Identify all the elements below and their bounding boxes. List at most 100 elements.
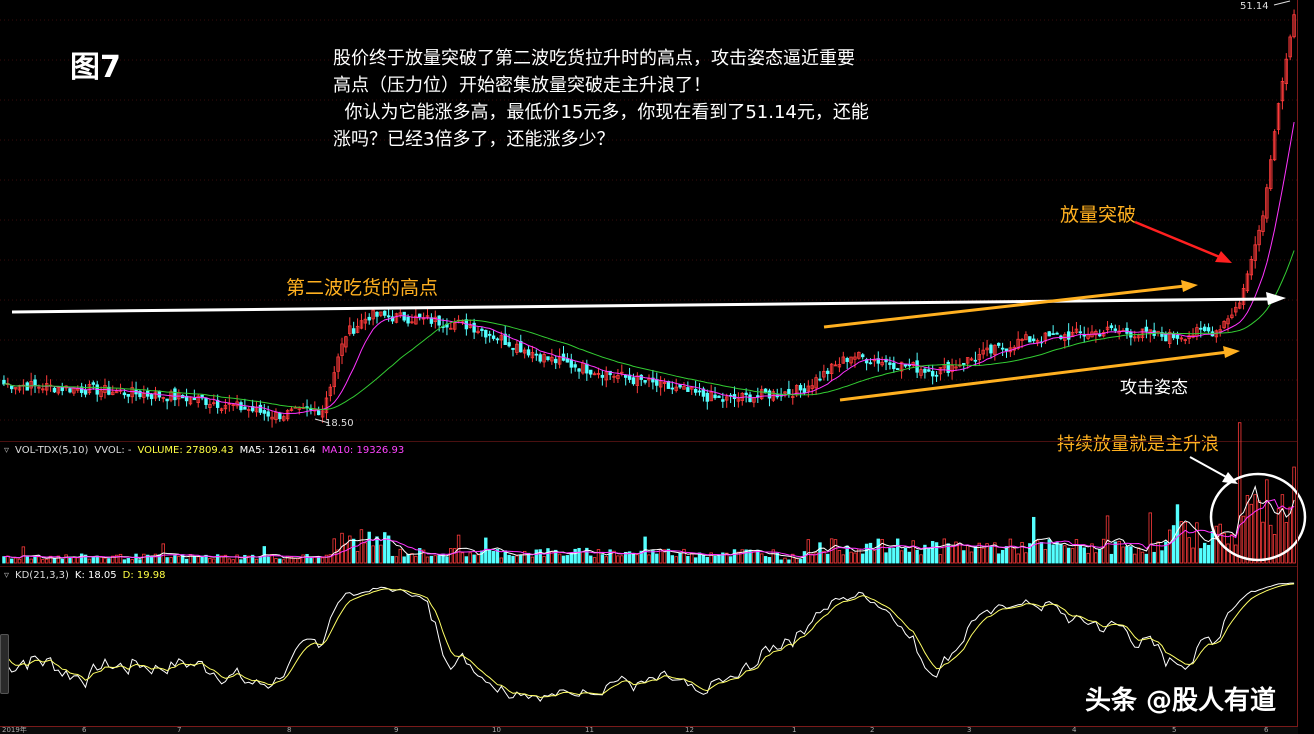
candle bbox=[1179, 335, 1184, 342]
volume-bar bbox=[13, 557, 18, 564]
breakout-arrow-line bbox=[1134, 220, 1223, 260]
resistance-arrowhead bbox=[1266, 292, 1286, 305]
volume-bar bbox=[72, 557, 76, 564]
candle bbox=[550, 348, 554, 365]
candle bbox=[1109, 323, 1114, 331]
candle-body bbox=[585, 363, 589, 374]
volume-bar bbox=[453, 548, 457, 564]
volume-bar bbox=[223, 554, 228, 564]
candle-body bbox=[837, 364, 842, 368]
kd-panel[interactable]: ▿ KD(21,3,3) K: 18.05 D: 19.98 头条 @股人有道 bbox=[0, 566, 1298, 727]
indicator-dropdown-icon[interactable]: ▿ bbox=[4, 445, 10, 456]
candle bbox=[91, 380, 96, 390]
candle bbox=[969, 356, 974, 361]
candle bbox=[826, 367, 830, 381]
volume-bar bbox=[64, 554, 68, 564]
candle bbox=[52, 386, 57, 393]
volume-bar bbox=[177, 555, 181, 564]
candle-body bbox=[1105, 326, 1110, 331]
volume-bar bbox=[274, 558, 278, 564]
candle-body bbox=[1276, 103, 1281, 130]
volume-bar bbox=[837, 550, 842, 564]
volume-bar bbox=[736, 551, 741, 564]
candle bbox=[744, 388, 748, 403]
candle bbox=[1292, 9, 1296, 39]
volume-bar bbox=[1043, 549, 1048, 564]
candle bbox=[398, 309, 403, 319]
volume-bar bbox=[1024, 552, 1028, 564]
date-tick: 4 bbox=[1072, 726, 1077, 734]
volume-bar bbox=[301, 554, 305, 564]
candle-body bbox=[204, 397, 208, 405]
candle bbox=[126, 394, 130, 404]
candle-body bbox=[1164, 333, 1168, 342]
candle-body bbox=[705, 392, 709, 402]
candle-body bbox=[437, 315, 441, 326]
volume-bar bbox=[693, 557, 698, 564]
candle-body bbox=[44, 383, 49, 391]
candle-body bbox=[713, 394, 717, 399]
annotation-second-wave-high: 第二波吃货的高点 bbox=[286, 277, 439, 299]
volume-bar bbox=[721, 552, 725, 564]
candle-body bbox=[289, 408, 294, 412]
candle bbox=[962, 362, 966, 372]
vertical-scrollbar[interactable] bbox=[0, 634, 9, 694]
candle bbox=[1028, 336, 1032, 343]
candle-body bbox=[841, 356, 845, 364]
volume-bar bbox=[635, 554, 640, 564]
candle-body bbox=[60, 387, 64, 392]
volume-bar bbox=[701, 554, 706, 564]
candle-body bbox=[379, 311, 383, 316]
candle-body bbox=[1284, 58, 1288, 84]
candle-body bbox=[923, 368, 927, 373]
volume-bar bbox=[791, 553, 795, 564]
candle bbox=[736, 392, 741, 408]
volume-bar bbox=[79, 553, 84, 564]
candle-body bbox=[1234, 306, 1238, 313]
sustained-arrowhead bbox=[1222, 472, 1238, 484]
volume-bar bbox=[522, 550, 527, 564]
candle-body bbox=[899, 361, 904, 372]
candle bbox=[888, 356, 892, 370]
candle-body bbox=[857, 351, 861, 359]
candle bbox=[68, 387, 72, 394]
volume-bar bbox=[938, 554, 943, 564]
volume-panel[interactable]: ▿ VOL-TDX(5,10) VVOL: - VOLUME: 27809.43 MA5… bbox=[0, 422, 1307, 567]
candle bbox=[235, 394, 239, 409]
volume-bar bbox=[620, 555, 624, 564]
candle-body bbox=[833, 364, 838, 367]
candle bbox=[1261, 210, 1265, 236]
candle-body bbox=[192, 397, 197, 401]
candle-body bbox=[484, 329, 488, 338]
volume-bar bbox=[149, 556, 154, 564]
volume-bar bbox=[954, 541, 958, 564]
kd-d-line bbox=[3, 583, 1295, 699]
candle bbox=[60, 382, 64, 396]
volume-bar bbox=[655, 553, 659, 564]
candle-body bbox=[130, 387, 134, 398]
candle-body bbox=[604, 371, 608, 381]
volume-bar bbox=[52, 558, 57, 564]
candle bbox=[635, 372, 640, 394]
volume-bar bbox=[880, 539, 884, 564]
candle-body bbox=[981, 349, 985, 355]
volume-bar bbox=[1168, 529, 1172, 564]
volume-bar bbox=[899, 550, 904, 564]
volume-bar bbox=[627, 551, 632, 564]
candle bbox=[95, 380, 99, 402]
volume-bar bbox=[328, 554, 333, 564]
volume-bar bbox=[519, 555, 523, 564]
volume-bar bbox=[1082, 547, 1086, 564]
candle-body bbox=[149, 394, 154, 399]
indicator-dropdown-icon[interactable]: ▿ bbox=[4, 570, 10, 581]
volume-bar bbox=[1288, 506, 1292, 564]
volume-bar bbox=[569, 552, 573, 564]
candle-body bbox=[1253, 244, 1257, 261]
volume-bar bbox=[1113, 541, 1118, 564]
volume-bar bbox=[425, 556, 430, 564]
candle bbox=[414, 307, 418, 325]
price-panel[interactable]: 图7 股价终于放量突破了第二波吃货拉升时的高点，攻击姿态逼近重要 高点（压力位）… bbox=[0, 0, 1298, 455]
candle bbox=[798, 383, 803, 398]
volume-bar bbox=[1187, 537, 1191, 564]
volume-bar bbox=[554, 549, 558, 564]
